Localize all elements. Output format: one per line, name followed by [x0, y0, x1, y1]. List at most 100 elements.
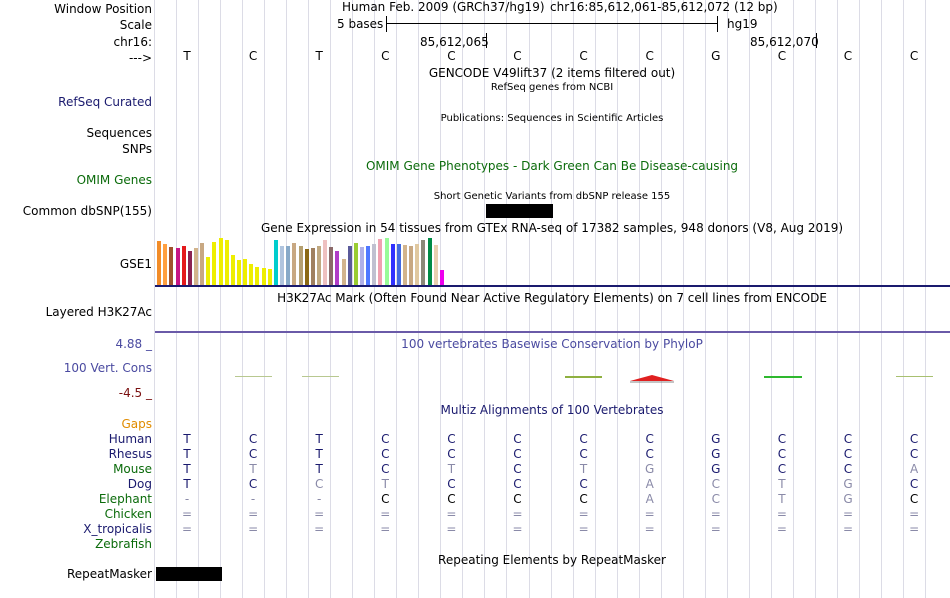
gtex-tissue-bar[interactable]	[421, 240, 426, 285]
species-label[interactable]: Mouse	[113, 462, 152, 476]
gtex-tissue-bar[interactable]	[224, 240, 229, 285]
track-title-cons[interactable]: 100 vertebrates Basewise Conservation by…	[401, 337, 703, 351]
gridline	[815, 0, 816, 598]
track-title-h3k27ac[interactable]: H3K27Ac Mark (Often Found Near Active Re…	[277, 291, 827, 305]
gtex-tissue-bar[interactable]	[298, 246, 303, 285]
track-title-multiz[interactable]: Multiz Alignments of 100 Vertebrates	[440, 403, 664, 417]
gtex-tissue-bar[interactable]	[163, 244, 168, 285]
gtex-tissue-bar[interactable]	[335, 251, 340, 285]
gtex-tissue-bar[interactable]	[218, 238, 223, 285]
gtex-tissue-bar[interactable]	[193, 248, 198, 285]
gtex-tissue-bar[interactable]	[347, 246, 352, 285]
gtex-tissue-bar[interactable]	[366, 246, 371, 285]
alignment-base: C	[645, 447, 654, 461]
label-refseq-curated[interactable]: RefSeq Curated	[58, 95, 152, 109]
alignment-base: T	[447, 462, 456, 476]
gtex-baseline	[155, 285, 950, 287]
alignment-base: C	[513, 447, 522, 461]
gtex-tissue-bar[interactable]	[390, 244, 395, 285]
gtex-tissue-bar[interactable]	[249, 264, 254, 285]
track-title-gencode[interactable]: GENCODE V49lift37 (2 items filtered out)	[428, 66, 676, 80]
label-gaps[interactable]: Gaps	[121, 417, 152, 431]
gtex-tissue-bar[interactable]	[329, 247, 334, 285]
base-letter: C	[579, 49, 588, 63]
gtex-tissue-bar[interactable]	[206, 257, 211, 285]
gtex-tissue-bar[interactable]	[237, 260, 241, 285]
gtex-tissue-bar[interactable]	[378, 239, 383, 285]
repeatmasker-feature[interactable]	[156, 567, 222, 581]
gtex-tissue-bar[interactable]	[396, 244, 401, 285]
gtex-tissue-bar[interactable]	[403, 245, 407, 285]
label-window-position: Window Position	[54, 2, 152, 16]
gtex-tissue-bar[interactable]	[243, 259, 248, 285]
gridline	[837, 0, 838, 598]
gtex-tissue-bar[interactable]	[267, 269, 272, 285]
gtex-tissue-bar[interactable]	[181, 246, 186, 285]
gtex-tissue-bar[interactable]	[409, 246, 414, 285]
gtex-tissue-bar[interactable]	[292, 243, 297, 285]
track-title-gtex[interactable]: Gene Expression in 54 tissues from GTEx …	[260, 221, 844, 235]
gtex-tissue-bar[interactable]	[187, 251, 192, 285]
alignment-base: =	[512, 522, 523, 536]
track-title-refseq[interactable]: RefSeq genes from NCBI	[490, 82, 614, 93]
gtex-tissue-bar[interactable]	[212, 242, 217, 285]
gtex-tissue-bar[interactable]	[316, 246, 321, 285]
alignment-base: =	[644, 522, 655, 536]
gridline	[462, 0, 463, 598]
gtex-tissue-bar[interactable]	[433, 245, 438, 285]
track-title-dbsnp[interactable]: Short Genetic Variants from dbSNP releas…	[433, 191, 671, 202]
gtex-tissue-bar[interactable]	[427, 238, 432, 285]
gridline	[551, 0, 552, 598]
gtex-tissue-bar[interactable]	[280, 246, 284, 285]
species-label[interactable]: Dog	[127, 477, 152, 491]
track-title-publications[interactable]: Publications: Sequences in Scientific Ar…	[440, 113, 664, 124]
gridline	[286, 0, 287, 598]
track-title-omim[interactable]: OMIM Gene Phenotypes - Dark Green Can Be…	[365, 159, 739, 173]
alignment-base: =	[842, 507, 854, 521]
gtex-tissue-bar[interactable]	[310, 248, 315, 285]
gtex-tissue-bar[interactable]	[372, 244, 377, 285]
gridline	[925, 0, 926, 598]
label-sequences[interactable]: Sequences	[86, 126, 152, 140]
gtex-tissue-bar[interactable]	[353, 243, 358, 285]
species-label[interactable]: X_tropicalis	[83, 522, 152, 536]
gtex-tissue-bar[interactable]	[255, 267, 260, 285]
gtex-tissue-bar[interactable]	[341, 259, 346, 285]
species-label[interactable]: Zebrafish	[95, 537, 152, 551]
label-layered-h3k27ac[interactable]: Layered H3K27Ac	[45, 305, 152, 319]
track-title-repeatmasker[interactable]: Repeating Elements by RepeatMasker	[438, 553, 666, 567]
gtex-tissue-bar[interactable]	[200, 243, 205, 285]
gtex-tissue-bar[interactable]	[261, 268, 266, 285]
alignment-base: C	[381, 447, 390, 461]
gtex-tissue-bar[interactable]	[175, 248, 180, 285]
dbsnp-feature[interactable]	[486, 204, 553, 218]
gtex-tissue-bar[interactable]	[415, 244, 420, 285]
alignment-base: C	[777, 462, 787, 476]
label-repeatmasker[interactable]: RepeatMasker	[66, 567, 152, 581]
gtex-tissue-bar[interactable]	[384, 238, 389, 285]
alignment-base: =	[181, 522, 193, 536]
gtex-tissue-bar[interactable]	[286, 246, 291, 285]
browser-track-area[interactable]: Human Feb. 2009 (GRCh37/hg19) chr16:85,6…	[154, 0, 950, 598]
base-letter: C	[248, 49, 258, 63]
label-common-dbsnp[interactable]: Common dbSNP(155)	[22, 204, 152, 218]
gtex-tissue-bar[interactable]	[157, 241, 161, 285]
label-gse1[interactable]: GSE1	[119, 257, 152, 271]
coord-label-right: 85,612,070	[750, 35, 819, 49]
label-omim-genes[interactable]: OMIM Genes	[76, 173, 152, 187]
alignment-base: -	[184, 492, 190, 506]
label-100-vert-cons[interactable]: 100 Vert. Cons	[63, 361, 152, 375]
species-label[interactable]: Elephant	[98, 492, 152, 506]
gtex-tissue-bar[interactable]	[439, 270, 444, 285]
gtex-tissue-bar[interactable]	[323, 240, 328, 285]
gtex-tissue-bar[interactable]	[360, 247, 364, 285]
gtex-tissue-bar[interactable]	[273, 240, 278, 285]
label-snps[interactable]: SNPs	[122, 142, 152, 156]
gtex-tissue-bar[interactable]	[304, 249, 309, 285]
species-label[interactable]: Chicken	[104, 507, 152, 521]
base-letter: C	[645, 49, 654, 63]
gtex-tissue-bar[interactable]	[169, 247, 174, 285]
species-label[interactable]: Rhesus	[108, 447, 152, 461]
species-label[interactable]: Human	[108, 432, 152, 446]
gtex-tissue-bar[interactable]	[230, 255, 235, 285]
